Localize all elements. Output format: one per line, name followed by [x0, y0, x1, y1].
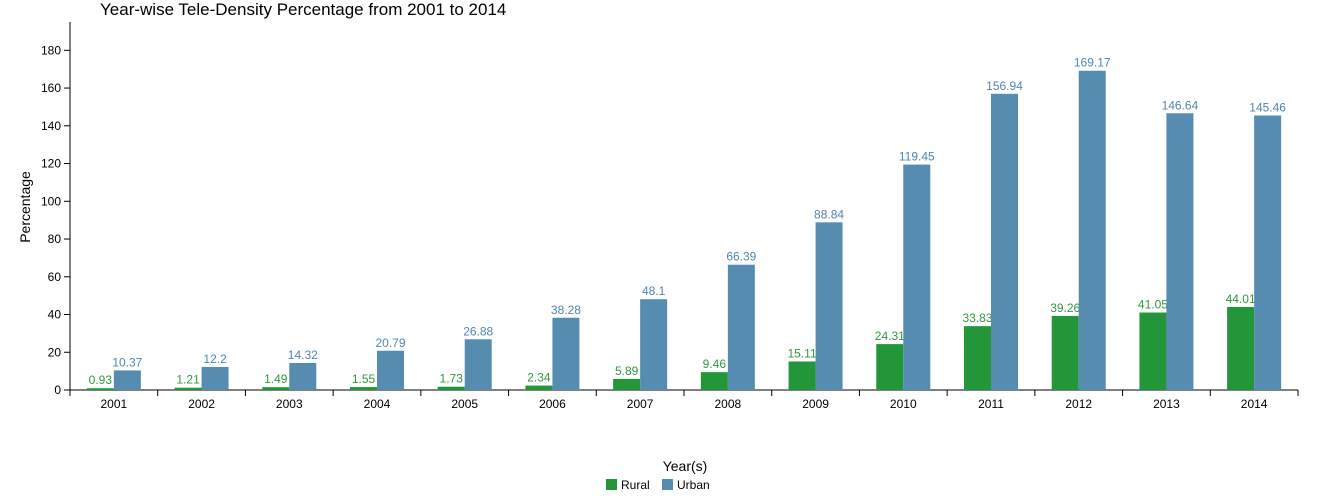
x-tick-label: 2009: [802, 397, 829, 411]
bar: [113, 370, 141, 390]
y-tick-label: 120: [41, 157, 61, 171]
value-label: 145.46: [1249, 100, 1286, 114]
bar: [1078, 70, 1106, 390]
bar: [788, 361, 816, 390]
bar: [1139, 312, 1167, 390]
value-label: 66.39: [726, 250, 756, 264]
value-label: 169.17: [1074, 56, 1111, 70]
y-tick-label: 80: [48, 232, 62, 246]
legend-label: Rural: [621, 478, 650, 492]
value-label: 0.93: [89, 373, 113, 387]
value-label: 26.88: [463, 324, 493, 338]
bar: [201, 366, 229, 390]
x-tick-label: 2007: [627, 397, 654, 411]
bar: [1227, 306, 1255, 390]
value-label: 5.89: [615, 364, 639, 378]
value-label: 156.94: [986, 79, 1023, 93]
bar: [991, 93, 1018, 390]
x-tick-label: 2008: [715, 397, 742, 411]
value-label: 14.32: [288, 348, 318, 362]
bar: [377, 350, 404, 390]
bar: [613, 378, 641, 390]
x-tick-label: 2011: [978, 397, 1004, 411]
value-label: 10.37: [112, 355, 142, 369]
bar: [350, 387, 377, 390]
bar: [815, 222, 843, 390]
bar: [552, 317, 580, 390]
value-label: 12.2: [203, 352, 227, 366]
value-label: 48.1: [642, 284, 666, 298]
bar: [640, 299, 668, 390]
value-label: 20.79: [375, 336, 405, 350]
y-tick-label: 40: [48, 308, 62, 322]
value-label: 44.01: [1226, 292, 1256, 306]
chart-title: Year-wise Tele-Density Percentage from 2…: [100, 0, 506, 19]
y-tick-label: 100: [41, 194, 61, 208]
value-label: 146.64: [1162, 98, 1199, 112]
legend-label: Urban: [677, 478, 710, 492]
bar: [876, 344, 904, 390]
bar: [525, 385, 553, 390]
bar: [262, 387, 290, 390]
x-tick-label: 2010: [890, 397, 917, 411]
bar: [174, 387, 202, 390]
value-label: 1.73: [440, 372, 464, 386]
x-tick-label: 2005: [451, 397, 478, 411]
value-label: 1.49: [264, 372, 288, 386]
x-tick-label: 2013: [1153, 397, 1180, 411]
y-tick-label: 180: [41, 43, 61, 57]
value-label: 1.55: [352, 372, 376, 386]
x-tick-label: 2004: [364, 397, 391, 411]
bar: [464, 339, 492, 390]
bar: [700, 372, 728, 390]
x-tick-label: 2006: [539, 397, 566, 411]
value-label: 2.34: [527, 371, 551, 385]
y-tick-label: 20: [48, 345, 62, 359]
value-label: 88.84: [814, 207, 844, 221]
x-tick-label: 2003: [276, 397, 303, 411]
bar: [289, 362, 317, 390]
y-tick-label: 140: [41, 119, 61, 133]
x-tick-label: 2014: [1241, 397, 1268, 411]
bar: [964, 326, 991, 390]
bar: [1166, 113, 1194, 390]
y-tick-label: 160: [41, 81, 61, 95]
value-label: 41.05: [1138, 298, 1168, 312]
value-label: 24.31: [875, 329, 905, 343]
bar: [903, 164, 931, 390]
bar: [727, 264, 755, 390]
legend-swatch: [662, 479, 673, 490]
value-label: 15.11: [788, 346, 817, 360]
value-label: 33.83: [962, 311, 992, 325]
x-tick-label: 2012: [1065, 397, 1092, 411]
value-label: 119.45: [899, 150, 935, 164]
bar: [86, 388, 114, 390]
x-tick-label: 2002: [188, 397, 215, 411]
x-tick-label: 2001: [101, 397, 128, 411]
y-axis-label: Percentage: [17, 171, 33, 243]
value-label: 38.28: [551, 303, 581, 317]
y-tick-label: 60: [48, 270, 62, 284]
bar: [1051, 315, 1079, 390]
legend-swatch: [606, 479, 617, 490]
x-axis-label: Year(s): [663, 458, 708, 474]
y-tick-label: 0: [54, 383, 61, 397]
value-label: 39.26: [1050, 301, 1080, 315]
bar: [1254, 115, 1282, 390]
bar: [437, 386, 465, 390]
value-label: 1.21: [176, 373, 200, 387]
value-label: 9.46: [703, 357, 727, 371]
